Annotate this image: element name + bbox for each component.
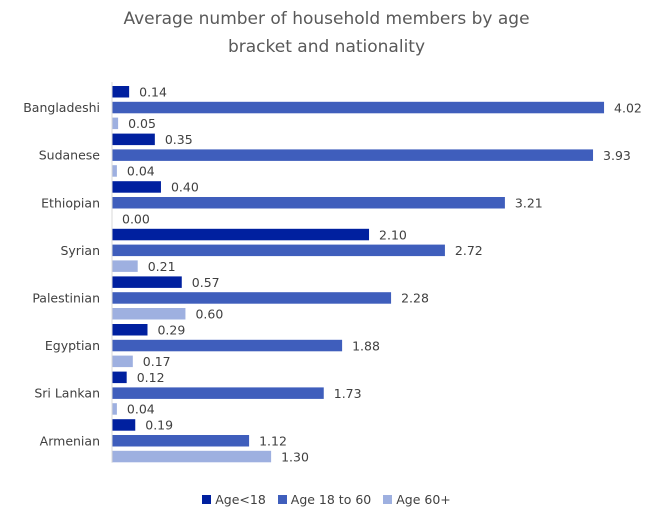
category-label-bangladeshi: Bangladeshi	[23, 100, 100, 115]
bar-bangladeshi-age-18-to-60	[112, 101, 605, 114]
data-label-bangladeshi-age-60: 0.05	[128, 116, 156, 131]
data-label-sudanese-age-18: 0.35	[165, 132, 193, 147]
data-label-egyptian-age-60: 0.17	[143, 354, 171, 369]
data-label-sri-lankan-age-60: 0.04	[127, 402, 155, 417]
bar-egyptian-age-18	[112, 324, 148, 336]
data-label-armenian-age-60: 1.30	[281, 449, 309, 464]
bar-armenian-age-60	[112, 450, 272, 463]
bar-syrian-age-18	[112, 228, 370, 241]
bar-palestinian-age-60	[112, 308, 186, 320]
bar-sri-lankan-age-18-to-60	[112, 387, 324, 399]
bar-ethiopian-age-18-to-60	[112, 197, 505, 209]
data-label-egyptian-age-18-to-60: 1.88	[352, 338, 380, 353]
legend-label-60-plus: Age 60+	[396, 492, 451, 507]
category-label-sudanese: Sudanese	[39, 148, 101, 163]
data-label-ethiopian-age-18: 0.40	[171, 180, 199, 195]
data-label-armenian-age-18-to-60: 1.12	[259, 434, 287, 449]
bar-sudanese-age-18	[112, 133, 155, 146]
bar-egyptian-age-60	[112, 355, 133, 368]
data-label-palestinian-age-18: 0.57	[192, 275, 220, 290]
category-label-egyptian: Egyptian	[45, 338, 100, 353]
category-label-ethiopian: Ethiopian	[41, 195, 100, 210]
bar-armenian-age-18-to-60	[112, 435, 250, 447]
data-label-sudanese-age-18-to-60: 3.93	[603, 148, 631, 163]
legend-item-60-plus: Age 60+	[383, 492, 451, 507]
legend-item-under-18: Age<18	[202, 492, 266, 507]
bar-palestinian-age-18	[112, 276, 182, 288]
chart-title-line-1: Average number of household members by a…	[123, 9, 530, 29]
bar-ethiopian-age-18	[112, 181, 161, 193]
data-label-sudanese-age-60: 0.04	[127, 164, 155, 179]
legend-label-under-18: Age<18	[215, 492, 266, 507]
legend-swatch-60-plus	[383, 495, 393, 504]
data-label-palestinian-age-18-to-60: 2.28	[401, 291, 429, 306]
bar-sudanese-age-18-to-60	[112, 149, 594, 161]
category-label-armenian: Armenian	[40, 433, 100, 448]
data-label-bangladeshi-age-18: 0.14	[139, 85, 167, 100]
legend-item-18-to-60: Age 18 to 60	[277, 492, 372, 507]
bar-syrian-age-60	[112, 260, 138, 272]
chart-title-line-2: bracket and nationality	[227, 37, 426, 57]
legend-label-18-to-60: Age 18 to 60	[290, 492, 372, 507]
data-label-ethiopian-age-18-to-60: 3.21	[515, 196, 543, 211]
legend-swatch-under-18	[202, 495, 212, 504]
data-label-armenian-age-18: 0.19	[145, 418, 173, 433]
data-label-sri-lankan-age-18-to-60: 1.73	[334, 386, 362, 401]
data-label-bangladeshi-age-18-to-60: 4.02	[614, 100, 642, 115]
bar-bangladeshi-age-60	[112, 117, 119, 130]
data-label-ethiopian-age-60: 0.00	[122, 211, 150, 226]
legend: Age<18 Age 18 to 60 Age 60+	[0, 492, 653, 507]
bar-sudanese-age-60	[112, 165, 117, 177]
data-label-sri-lankan-age-18: 0.12	[137, 370, 165, 385]
bar-sri-lankan-age-60	[112, 403, 117, 415]
category-label-sri-lankan: Sri Lankan	[34, 386, 100, 401]
bar-armenian-age-18	[112, 419, 136, 431]
category-label-syrian: Syrian	[60, 243, 100, 258]
data-label-syrian-age-60: 0.21	[148, 259, 176, 274]
bar-syrian-age-18-to-60	[112, 244, 445, 257]
bar-palestinian-age-18-to-60	[112, 292, 392, 304]
data-label-palestinian-age-60: 0.60	[195, 307, 223, 322]
bar-bangladeshi-age-18	[112, 86, 130, 98]
bar-egyptian-age-18-to-60	[112, 339, 343, 352]
data-label-syrian-age-18: 2.10	[379, 227, 407, 242]
data-label-egyptian-age-18: 0.29	[157, 323, 185, 338]
data-label-syrian-age-18-to-60: 2.72	[455, 243, 483, 258]
bar-sri-lankan-age-18	[112, 371, 127, 384]
category-label-palestinian: Palestinian	[32, 290, 100, 305]
legend-swatch-18-to-60	[277, 495, 287, 504]
